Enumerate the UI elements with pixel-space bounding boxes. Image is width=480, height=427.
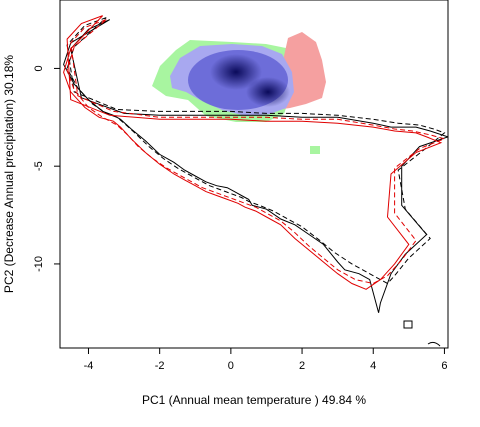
contour-line-dashed-black (66, 17, 446, 285)
x-axis: -4 -2 0 2 4 6 (84, 348, 448, 372)
environment-contours (63, 15, 448, 347)
x-tick-label: 6 (441, 360, 447, 372)
x-tick-label: -2 (155, 360, 165, 372)
contour-line-solid-black (63, 19, 448, 313)
contour-fragment-square (403, 320, 413, 329)
y-tick-label: -5 (33, 161, 45, 171)
contour-fragment-arc (427, 341, 441, 347)
y-axis-title: PC2 (Decrease Annual precipitation) 30.1… (2, 55, 16, 293)
y-tick-label: -10 (33, 256, 45, 272)
contour-line-solid-red (63, 15, 443, 290)
y-tick-label: 0 (33, 65, 45, 71)
plot-frame (59, 0, 449, 349)
x-axis-title: PC1 (Annual mean temperature ) 49.84 % (142, 393, 366, 407)
green-niche-dot (310, 146, 320, 154)
contour-line-dashed-red (66, 19, 446, 285)
x-tick-label: 0 (228, 360, 234, 372)
x-tick-label: 4 (370, 360, 376, 372)
density-peak-2 (246, 77, 290, 107)
x-tick-label: 2 (299, 360, 305, 372)
y-axis: 0 -5 -10 (33, 65, 60, 272)
density-peak-1 (210, 54, 262, 90)
x-tick-label: -4 (84, 360, 94, 372)
niche-density-layer (152, 32, 326, 154)
